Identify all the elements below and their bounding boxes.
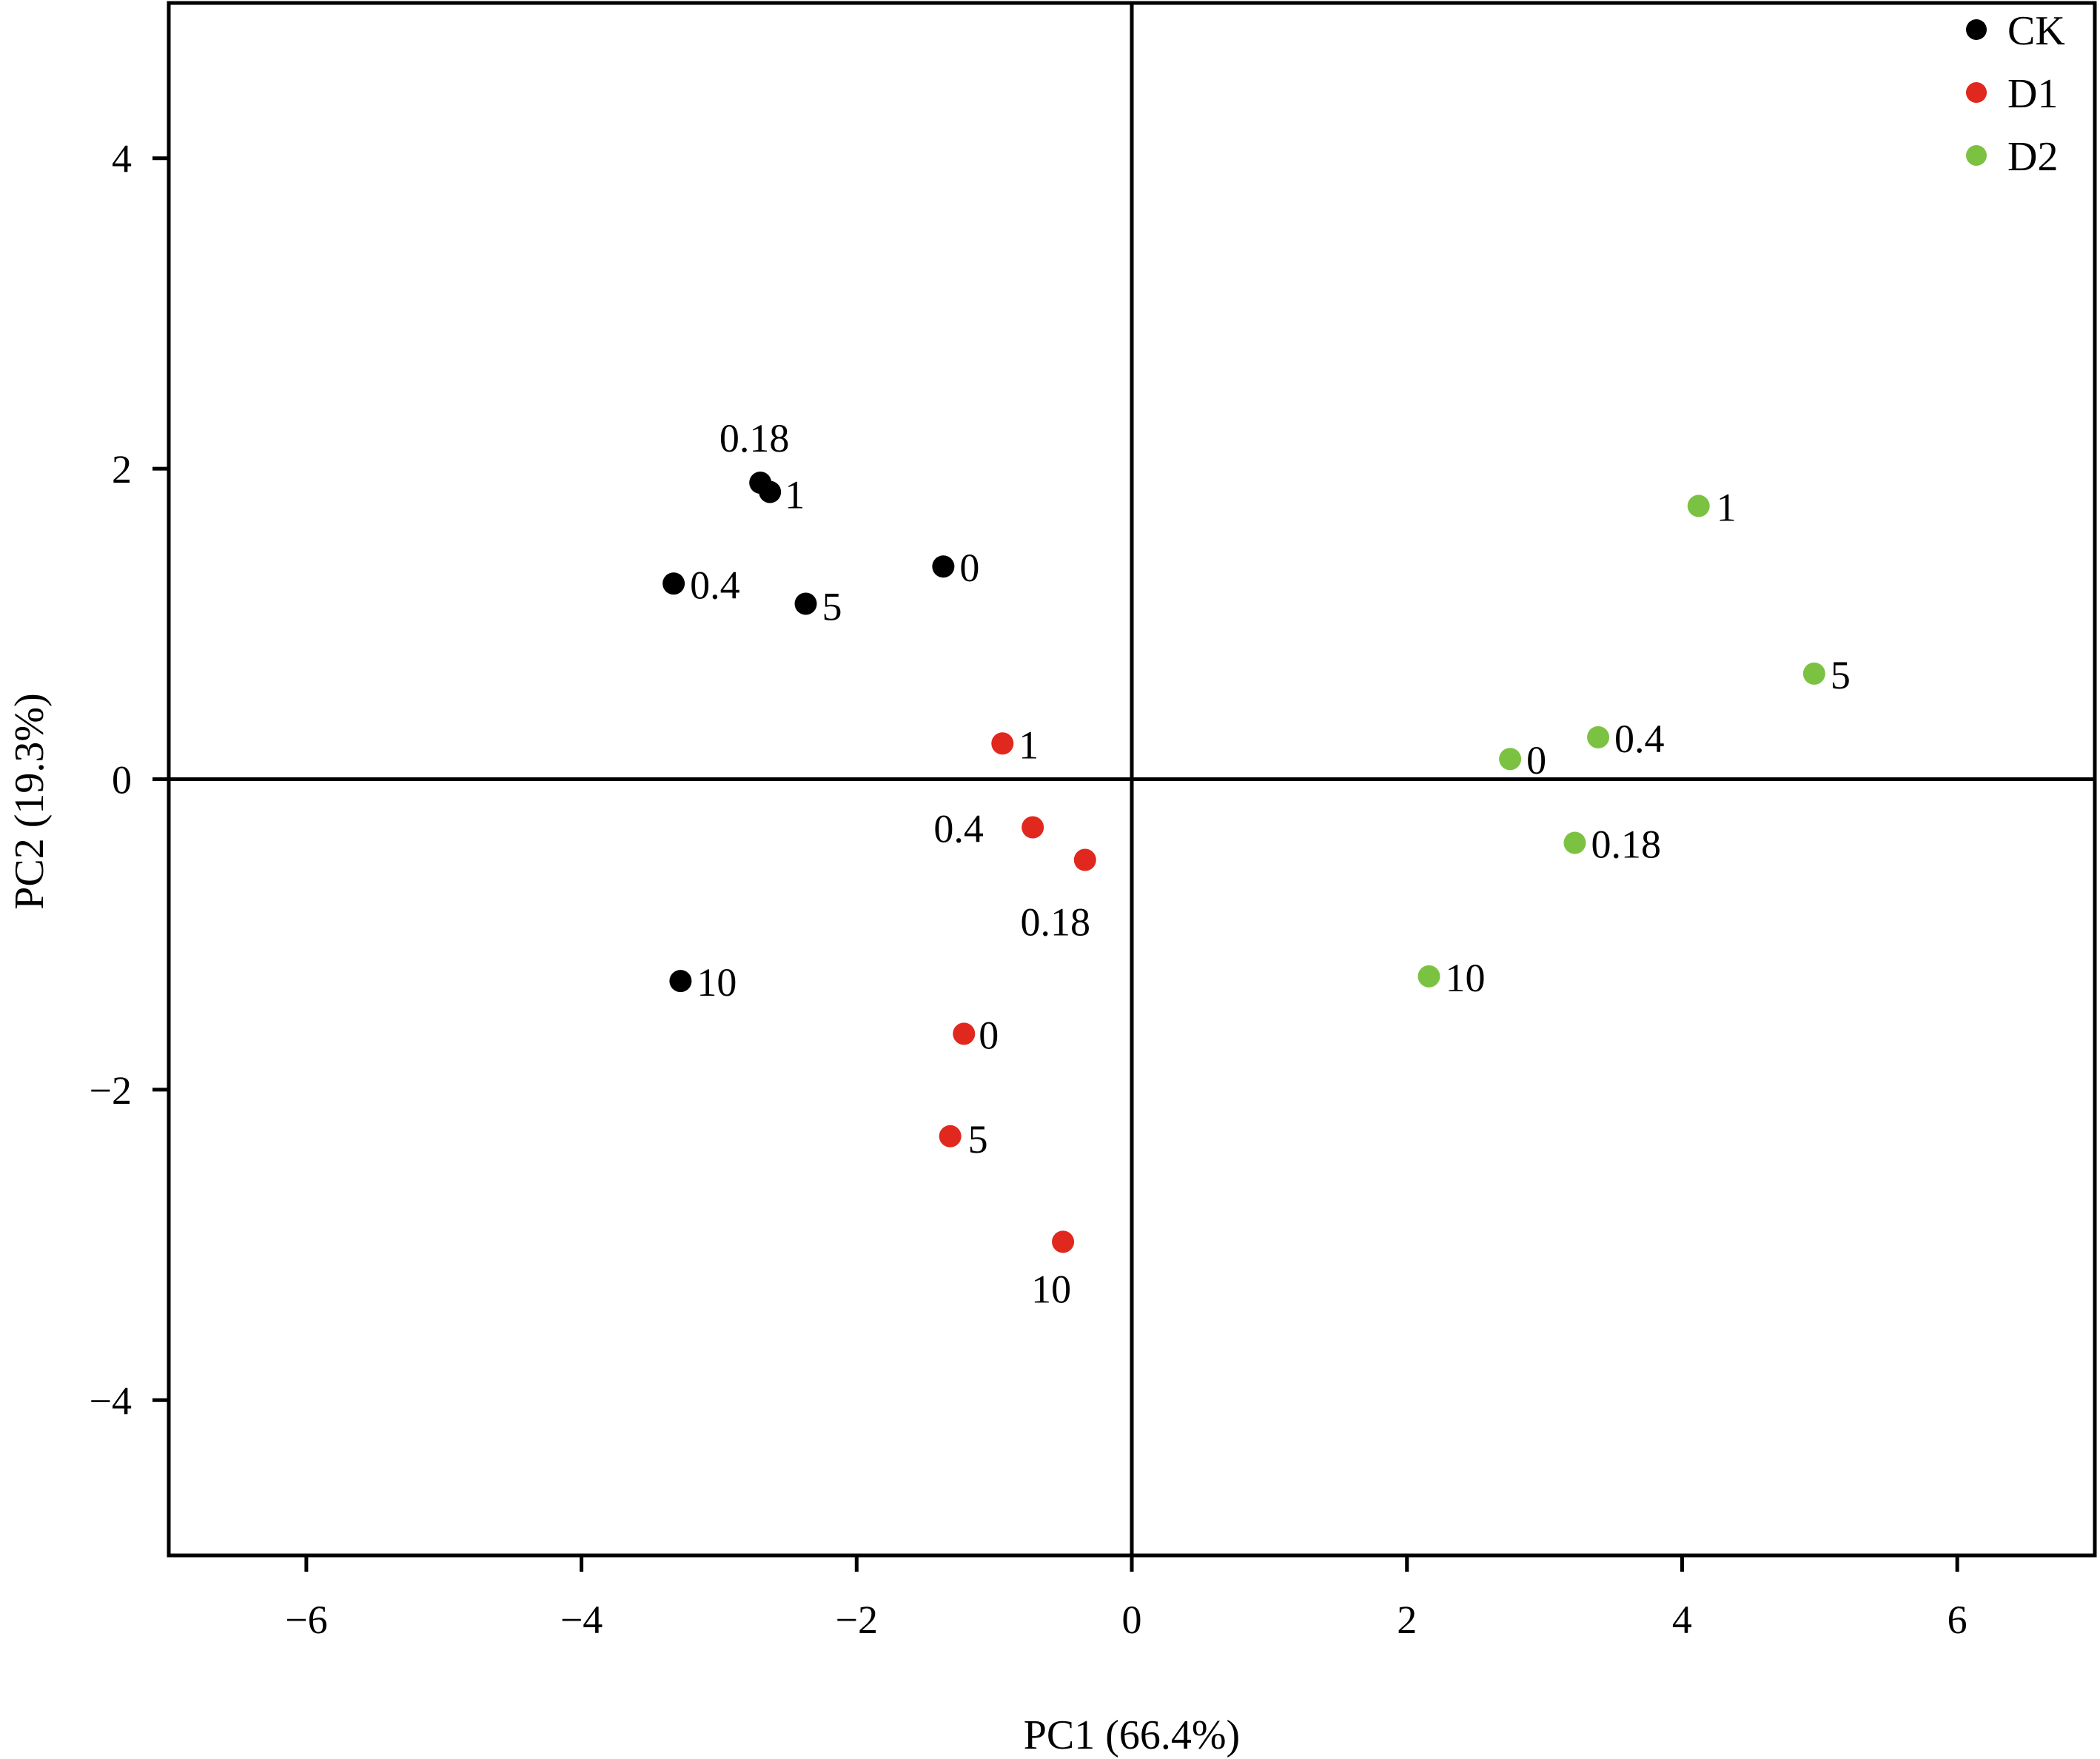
- point-D1-0: [953, 1022, 976, 1045]
- point-label: 10: [1031, 1267, 1071, 1311]
- x-tick-label: −2: [836, 1598, 878, 1642]
- legend-label: CK: [2007, 8, 2065, 54]
- point-label: 1: [1019, 723, 1039, 767]
- x-tick-label: −4: [560, 1598, 603, 1642]
- point-D2-0.18: [1563, 831, 1586, 854]
- point-label: 0.4: [1614, 717, 1665, 761]
- legend-marker-D2: [1966, 145, 1987, 166]
- x-axis-label: PC1 (66.4%): [1024, 1712, 1240, 1758]
- legend-label: D1: [2007, 71, 2058, 117]
- point-D2-1: [1687, 495, 1710, 517]
- point-label: 0: [959, 546, 979, 590]
- point-label: 10: [697, 960, 737, 1005]
- x-tick-label: 6: [1948, 1598, 1968, 1642]
- point-D2-0.4: [1587, 726, 1610, 748]
- point-label: 1: [1717, 485, 1737, 529]
- point-CK-10: [669, 970, 692, 993]
- point-label: 0: [1526, 738, 1546, 783]
- x-axis-ticks: −6 −4 −2 0 2 4 6: [285, 1555, 1968, 1642]
- y-tick-label: 2: [112, 447, 132, 492]
- point-label: 0.4: [933, 807, 984, 851]
- point-label: 5: [822, 585, 842, 629]
- point-label: 0.18: [1021, 900, 1091, 945]
- x-tick-label: −6: [285, 1598, 327, 1642]
- point-label: 5: [968, 1117, 988, 1162]
- point-label: 1: [785, 473, 805, 517]
- point-label: 0.18: [1591, 822, 1661, 866]
- y-tick-label: 0: [112, 758, 132, 803]
- point-label: 10: [1445, 956, 1485, 1000]
- legend-marker-D1: [1966, 82, 1987, 103]
- point-label: 5: [1831, 653, 1851, 697]
- legend-label: D2: [2007, 134, 2058, 180]
- point-CK-1: [759, 480, 782, 503]
- point-D2-0: [1499, 748, 1522, 771]
- point-D1-0.4: [1022, 816, 1044, 839]
- point-D1-10: [1052, 1230, 1075, 1253]
- legend: CK D1 D2: [1966, 8, 2065, 180]
- y-axis-ticks: −4 −2 0 2 4: [90, 137, 169, 1423]
- y-tick-label: 4: [112, 137, 132, 181]
- point-CK-5: [794, 592, 817, 615]
- point-D1-5: [939, 1125, 962, 1147]
- point-CK-0.4: [662, 572, 685, 595]
- x-tick-label: 4: [1672, 1598, 1692, 1642]
- point-label: 0.4: [690, 563, 740, 607]
- point-D2-10: [1418, 965, 1440, 988]
- point-D1-1: [991, 732, 1014, 755]
- y-tick-label: −4: [90, 1378, 132, 1423]
- point-label: 0.18: [719, 416, 790, 460]
- x-tick-label: 2: [1397, 1598, 1417, 1642]
- legend-marker-CK: [1966, 19, 1987, 40]
- y-axis-label: PC2 (19.3%): [7, 693, 53, 909]
- point-D2-5: [1802, 662, 1825, 685]
- point-D1-0.18: [1073, 848, 1096, 871]
- point-label: 0: [979, 1013, 999, 1057]
- x-tick-label: 0: [1122, 1598, 1142, 1642]
- y-tick-label: −2: [90, 1068, 132, 1113]
- point-CK-0: [932, 555, 955, 578]
- data-layer: 0 0.18 0.4 1 5 10 0 0.18 0.4 1 5 10 0 0.18 0.4 1 5 10: [662, 416, 1851, 1311]
